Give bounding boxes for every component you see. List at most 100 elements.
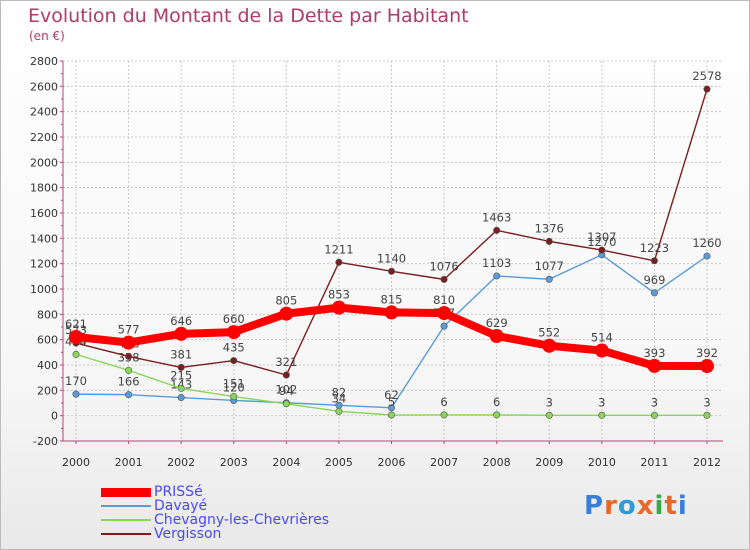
data-label-prisse: 815 bbox=[381, 292, 403, 306]
data-label-prisse: 646 bbox=[170, 314, 192, 328]
data-point-chevagny-les-chevrie-res bbox=[177, 384, 185, 392]
data-point-davaye bbox=[72, 390, 80, 398]
y-tick-label: 1800 bbox=[30, 182, 58, 195]
data-label-davaye: 1077 bbox=[535, 259, 564, 273]
data-point-prisse bbox=[69, 330, 83, 345]
data-label-davaye: 166 bbox=[118, 375, 140, 389]
y-tick-label: 2400 bbox=[30, 106, 58, 119]
data-label-prisse: 629 bbox=[486, 316, 508, 330]
data-label-davaye: 62 bbox=[384, 388, 399, 402]
y-tick-label: 400 bbox=[37, 359, 58, 372]
data-point-prisse bbox=[384, 305, 399, 320]
data-point-prisse bbox=[594, 343, 609, 358]
y-tick-label: 200 bbox=[37, 384, 58, 397]
data-point-chevagny-les-chevrie-res bbox=[703, 411, 711, 419]
chart-title: Evolution du Montant de la Dette par Hab… bbox=[28, 5, 469, 27]
y-tick-label: 1400 bbox=[30, 232, 58, 245]
data-label-chevagny-les-chevrie-res: 34 bbox=[332, 391, 347, 405]
proxiti-logo: Proxiti bbox=[584, 491, 688, 521]
data-label-vergisson: 2578 bbox=[692, 69, 721, 83]
data-point-vergisson bbox=[335, 258, 343, 266]
legend-label: Chevagny-les-Chevrières bbox=[154, 512, 329, 528]
y-tick-label: 1200 bbox=[30, 258, 58, 271]
data-label-vergisson: 1463 bbox=[482, 210, 511, 224]
data-label-davaye: 969 bbox=[643, 273, 665, 287]
legend-label: Vergisson bbox=[154, 526, 222, 542]
data-point-chevagny-les-chevrie-res bbox=[493, 411, 501, 419]
data-point-davaye bbox=[545, 275, 553, 283]
data-label-vergisson: 1211 bbox=[324, 242, 353, 256]
data-label-chevagny-les-chevrie-res: 3 bbox=[546, 395, 553, 409]
data-point-prisse bbox=[121, 335, 136, 350]
data-label-chevagny-les-chevrie-res: 3 bbox=[598, 395, 605, 409]
y-tick-label: 1600 bbox=[30, 207, 58, 220]
data-label-prisse: 577 bbox=[118, 323, 140, 337]
data-label-chevagny-les-chevrie-res: 3 bbox=[651, 395, 658, 409]
data-label-vergisson: 1076 bbox=[429, 259, 458, 273]
data-point-davaye bbox=[493, 272, 501, 280]
data-point-vergisson bbox=[230, 357, 238, 365]
data-point-vergisson bbox=[387, 267, 395, 275]
data-label-chevagny-les-chevrie-res: 215 bbox=[170, 368, 192, 382]
data-label-vergisson: 435 bbox=[223, 341, 245, 355]
data-point-davaye bbox=[440, 322, 448, 330]
data-point-prisse bbox=[226, 325, 241, 340]
logo-letter: o bbox=[617, 491, 637, 521]
data-point-davaye bbox=[125, 391, 133, 399]
data-point-prisse bbox=[174, 326, 189, 341]
x-tick-label: 2012 bbox=[693, 456, 721, 469]
y-tick-label: 1000 bbox=[30, 283, 58, 296]
x-tick-label: 2008 bbox=[483, 456, 511, 469]
x-tick-label: 2002 bbox=[167, 456, 195, 469]
legend-swatch bbox=[101, 533, 151, 535]
data-point-prisse bbox=[542, 338, 557, 353]
data-point-davaye bbox=[387, 404, 395, 412]
y-tick-label: 2000 bbox=[30, 156, 58, 169]
data-label-prisse: 393 bbox=[643, 346, 665, 360]
logo-letter: i bbox=[677, 491, 688, 521]
y-tick-label: 0 bbox=[51, 410, 58, 423]
x-tick-label: 2005 bbox=[325, 456, 353, 469]
line-chart: -200 0 200 400 600 800 1000 1200 1400 1600 1800 200… bbox=[30, 55, 723, 469]
data-point-vergisson bbox=[125, 352, 133, 360]
y-tick-label: 800 bbox=[37, 308, 58, 321]
y-tick-label: 600 bbox=[37, 334, 58, 347]
data-point-prisse bbox=[700, 359, 714, 374]
data-label-prisse: 810 bbox=[433, 293, 455, 307]
data-label-davaye: 102 bbox=[275, 383, 297, 397]
data-label-davaye: 1103 bbox=[482, 256, 511, 270]
data-point-prisse bbox=[489, 328, 504, 343]
legend-swatch bbox=[101, 505, 151, 507]
data-point-vergisson bbox=[703, 85, 711, 93]
data-point-vergisson bbox=[177, 363, 185, 371]
x-tick-label: 2000 bbox=[62, 456, 90, 469]
data-point-vergisson bbox=[440, 275, 448, 283]
x-tick-label: 2001 bbox=[115, 456, 143, 469]
data-label-davaye: 1270 bbox=[587, 235, 616, 249]
data-point-prisse bbox=[279, 306, 294, 321]
data-label-prisse: 514 bbox=[591, 331, 613, 345]
x-tick-label: 2003 bbox=[220, 456, 248, 469]
data-point-chevagny-les-chevrie-res bbox=[282, 400, 290, 408]
logo-letter: P bbox=[584, 491, 605, 521]
data-point-chevagny-les-chevrie-res bbox=[387, 411, 395, 419]
data-label-prisse: 621 bbox=[65, 317, 87, 331]
logo-letter: r bbox=[604, 491, 618, 521]
logo-letter: i bbox=[654, 491, 665, 521]
data-point-chevagny-les-chevrie-res bbox=[335, 407, 343, 415]
data-point-vergisson bbox=[545, 237, 553, 245]
y-tick-label: 2600 bbox=[30, 80, 58, 93]
data-point-prisse bbox=[647, 358, 662, 373]
x-tick-label: 2009 bbox=[535, 456, 563, 469]
data-point-chevagny-les-chevrie-res bbox=[125, 366, 133, 374]
data-point-vergisson bbox=[493, 226, 501, 234]
data-point-vergisson bbox=[282, 371, 290, 379]
data-label-chevagny-les-chevrie-res: 5 bbox=[388, 395, 395, 409]
data-label-vergisson: 1223 bbox=[640, 241, 669, 255]
data-label-prisse: 805 bbox=[275, 294, 297, 308]
data-label-chevagny-les-chevrie-res: 6 bbox=[493, 395, 500, 409]
data-label-chevagny-les-chevrie-res: 94 bbox=[279, 384, 294, 398]
data-point-chevagny-les-chevrie-res bbox=[598, 411, 606, 419]
data-label-prisse: 660 bbox=[223, 312, 245, 326]
